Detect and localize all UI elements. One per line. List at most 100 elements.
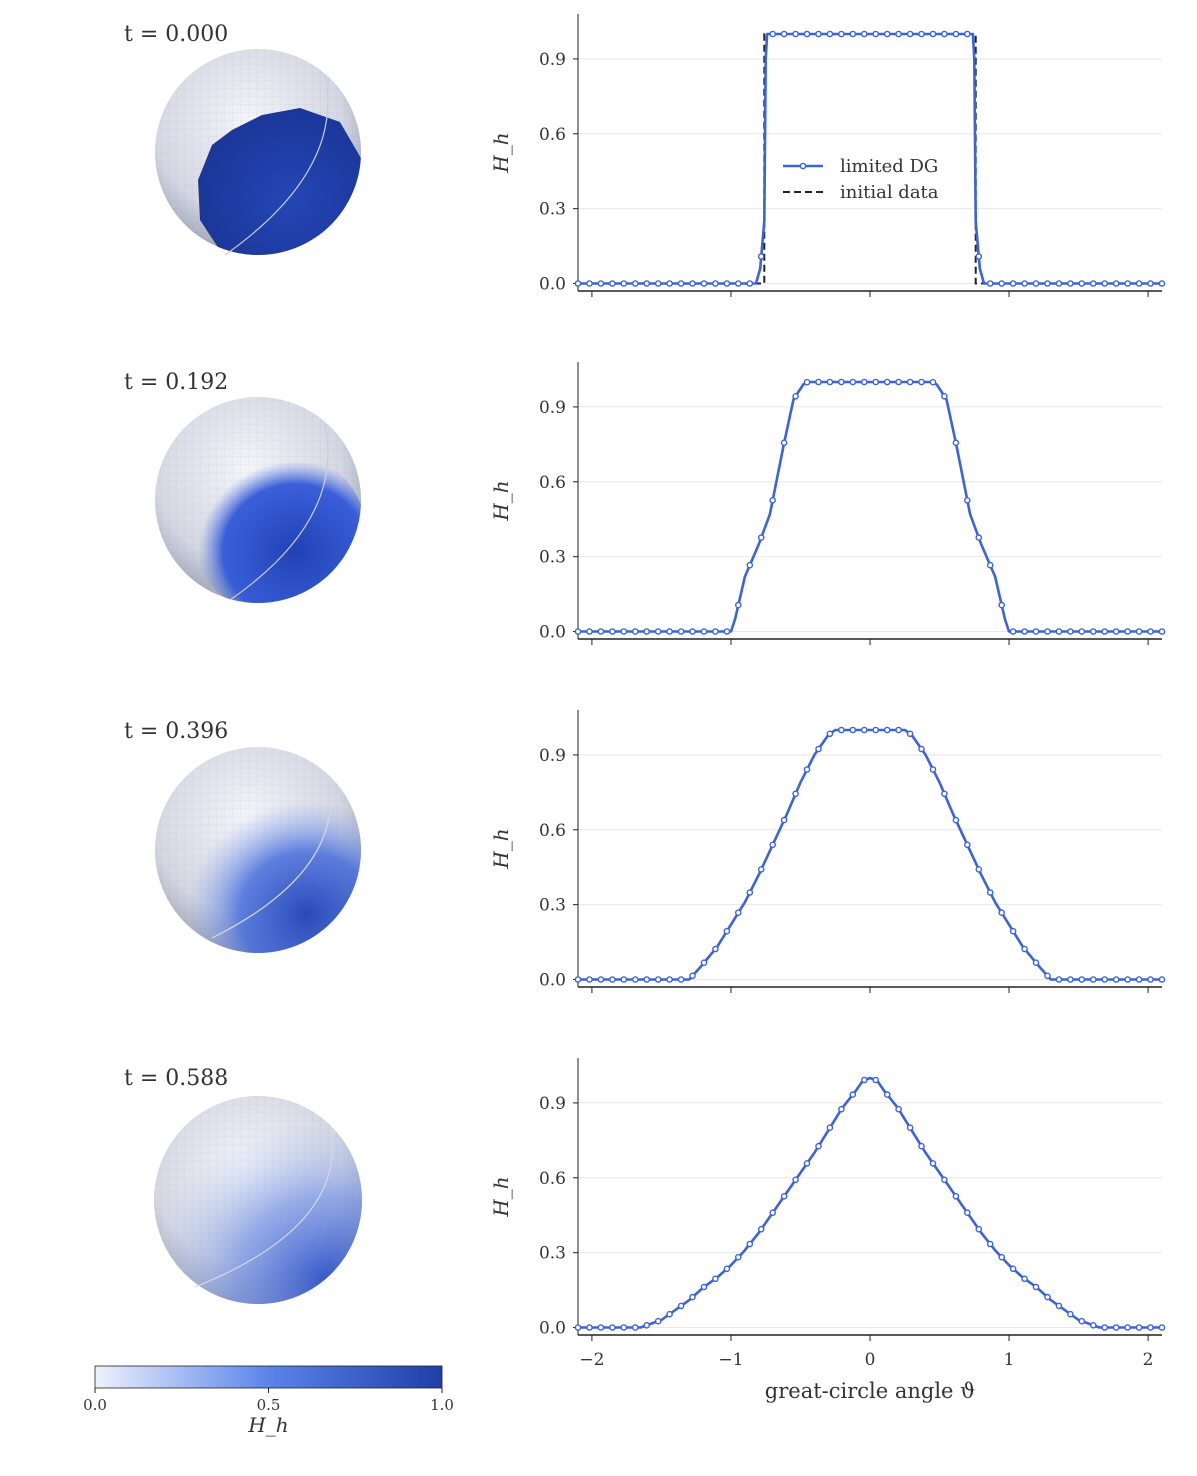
data-point bbox=[1055, 1302, 1063, 1310]
hump-region-4 bbox=[170, 1125, 362, 1304]
data-point bbox=[632, 976, 639, 983]
y-axis-label: H_h bbox=[489, 480, 513, 521]
data-point bbox=[941, 790, 948, 798]
data-point bbox=[723, 628, 731, 635]
data-point bbox=[849, 1091, 857, 1098]
data-point bbox=[689, 280, 696, 287]
data-point bbox=[1032, 959, 1040, 967]
data-point bbox=[632, 628, 639, 635]
data-point bbox=[815, 1142, 822, 1150]
legend-marker bbox=[799, 162, 807, 170]
legend-label-initial-data: initial data bbox=[840, 182, 939, 203]
data-point bbox=[574, 280, 582, 287]
data-point bbox=[1067, 1310, 1074, 1318]
data-point bbox=[998, 601, 1006, 609]
data-point bbox=[838, 378, 845, 386]
data-point bbox=[1067, 628, 1074, 635]
data-point bbox=[929, 378, 937, 386]
data-point bbox=[586, 280, 593, 287]
data-point bbox=[872, 30, 880, 38]
data-point bbox=[838, 1105, 845, 1113]
data-point bbox=[941, 1176, 948, 1184]
data-point bbox=[746, 280, 754, 287]
data-point bbox=[1009, 927, 1017, 935]
data-point bbox=[861, 1076, 868, 1084]
y-axis-label: H_h bbox=[489, 132, 513, 173]
data-point bbox=[1112, 976, 1120, 983]
data-point bbox=[803, 30, 811, 38]
time-label-1: t = 0.000 bbox=[124, 22, 228, 47]
legend: limited DG initial data bbox=[783, 156, 939, 203]
y-tick-label: 0.6 bbox=[539, 1169, 566, 1189]
data-point bbox=[620, 976, 628, 983]
data-point bbox=[849, 30, 857, 38]
data-point bbox=[1009, 628, 1017, 635]
data-point bbox=[609, 976, 616, 983]
chart-panel-1: 0.0 0.3 0.6 0.9 H_h limited DG initial data bbox=[489, 14, 1166, 297]
data-point bbox=[1078, 1317, 1086, 1325]
data-point bbox=[1021, 280, 1028, 287]
data-point bbox=[826, 730, 834, 738]
y-tick-label: 0.9 bbox=[539, 746, 566, 766]
data-point bbox=[1032, 1283, 1040, 1291]
data-point bbox=[849, 378, 857, 386]
data-point bbox=[574, 1324, 582, 1331]
y-tick-label: 0.3 bbox=[539, 1244, 566, 1264]
data-point bbox=[597, 1324, 605, 1331]
data-point bbox=[792, 30, 799, 38]
colorbar-tick-1: 0.5 bbox=[257, 1396, 281, 1414]
data-point bbox=[952, 439, 960, 447]
data-point bbox=[597, 628, 605, 635]
data-point bbox=[861, 726, 868, 734]
data-point bbox=[952, 30, 960, 38]
great-circle-1 bbox=[224, 74, 329, 256]
great-circle-3 bbox=[211, 774, 332, 939]
data-point bbox=[712, 280, 719, 287]
x-tick-label: −1 bbox=[718, 1350, 743, 1370]
data-point bbox=[746, 889, 754, 896]
data-point bbox=[609, 280, 616, 287]
data-point bbox=[643, 280, 651, 287]
data-point bbox=[666, 976, 673, 983]
y-tick-label: 0.3 bbox=[539, 548, 566, 568]
data-point bbox=[826, 30, 834, 38]
data-point bbox=[872, 1076, 880, 1084]
data-point bbox=[792, 790, 799, 798]
data-point bbox=[1101, 280, 1108, 287]
data-point bbox=[666, 280, 673, 287]
x-axis-label: great-circle angle ϑ bbox=[765, 1379, 975, 1403]
data-point bbox=[654, 628, 662, 635]
data-point bbox=[918, 378, 925, 386]
data-point bbox=[1101, 976, 1108, 983]
data-point bbox=[1044, 1293, 1051, 1301]
data-point bbox=[872, 378, 880, 386]
data-point bbox=[654, 976, 662, 983]
data-point bbox=[1158, 1324, 1166, 1331]
data-point bbox=[941, 392, 948, 400]
y-tick-label: 0.3 bbox=[539, 896, 566, 916]
data-point bbox=[677, 280, 685, 287]
data-point bbox=[1124, 280, 1131, 287]
data-point bbox=[700, 280, 708, 287]
data-point bbox=[1135, 1324, 1143, 1331]
data-point bbox=[769, 496, 777, 504]
data-point bbox=[1032, 280, 1040, 287]
data-point bbox=[838, 726, 845, 734]
colorbar-tick-0: 0.0 bbox=[83, 1396, 107, 1414]
data-point bbox=[1158, 628, 1166, 635]
y-axis-label: H_h bbox=[489, 1176, 513, 1217]
data-point bbox=[1147, 1324, 1154, 1331]
data-point bbox=[906, 730, 914, 738]
data-point bbox=[586, 628, 593, 635]
data-point bbox=[792, 392, 799, 400]
data-point bbox=[769, 30, 777, 38]
data-point bbox=[1101, 1324, 1108, 1331]
data-point bbox=[1147, 976, 1154, 983]
great-circle-4 bbox=[194, 1124, 333, 1288]
data-point bbox=[643, 976, 651, 983]
data-point bbox=[712, 628, 719, 635]
data-point bbox=[1032, 628, 1040, 635]
data-point bbox=[895, 1105, 902, 1113]
data-point bbox=[1135, 628, 1143, 635]
